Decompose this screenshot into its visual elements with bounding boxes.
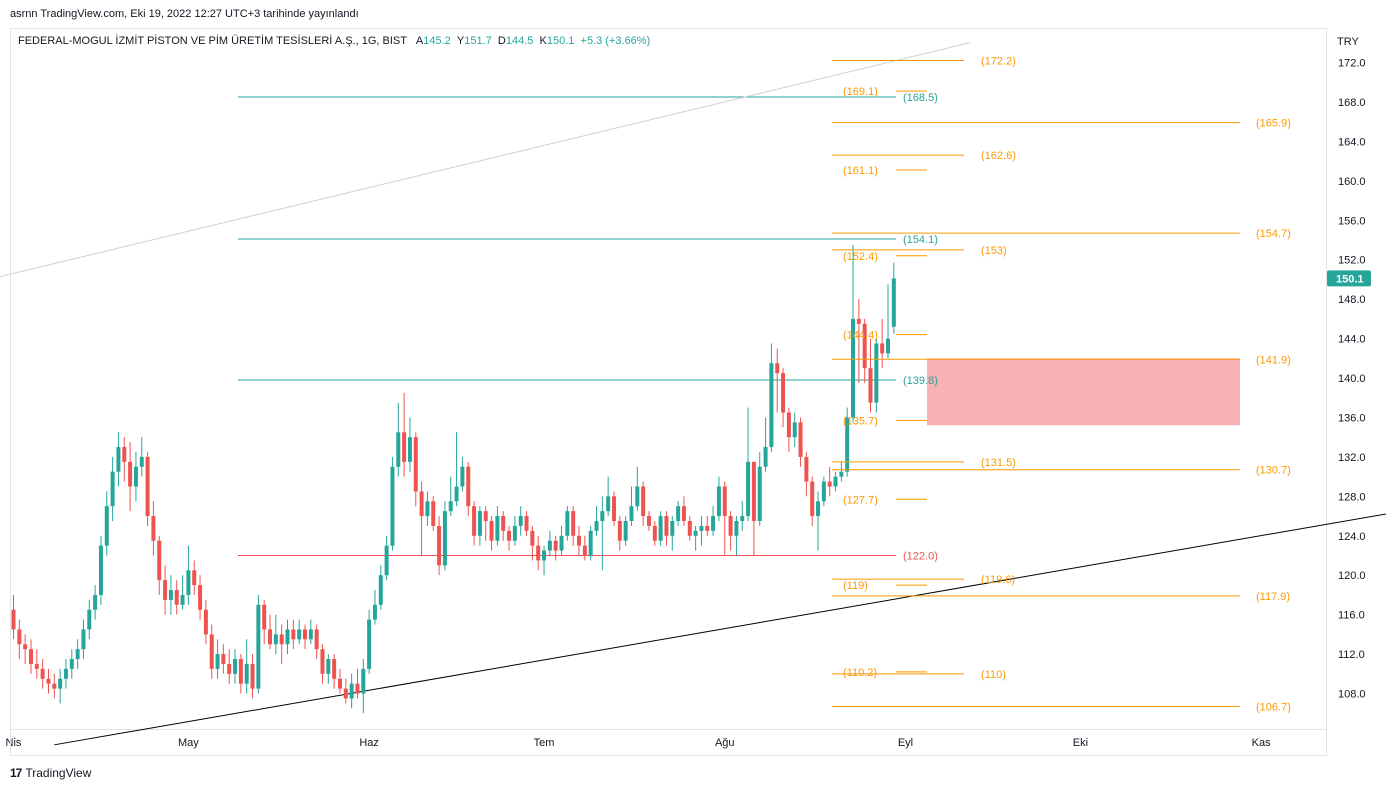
high-value: 151.7: [464, 35, 492, 47]
price-axis[interactable]: [1327, 28, 1386, 730]
symbol-name: FEDERAL-MOGUL İZMİT PİSTON VE PİM ÜRETİM…: [18, 35, 407, 47]
change-value: +5.3 (+3.66%): [580, 35, 651, 47]
time-axis[interactable]: [10, 730, 1327, 756]
open-label: A: [415, 35, 424, 47]
ohlc-legend: FEDERAL-MOGUL İZMİT PİSTON VE PİM ÜRETİM…: [18, 35, 650, 47]
low-value: 144.5: [505, 35, 534, 47]
brand-name: TradingView: [25, 766, 92, 780]
tradingview-logo-icon: 17: [10, 766, 22, 780]
open-value: 145.2: [423, 35, 451, 47]
high-label: Y: [456, 35, 465, 47]
low-label: D: [497, 35, 506, 47]
brand-footer: 17 TradingView: [10, 766, 91, 780]
publish-info: asrnn TradingView.com, Eki 19, 2022 12:2…: [10, 8, 359, 20]
close-value: 150.1: [546, 35, 575, 47]
close-label: K: [539, 35, 547, 47]
chart-area[interactable]: [10, 28, 1327, 730]
